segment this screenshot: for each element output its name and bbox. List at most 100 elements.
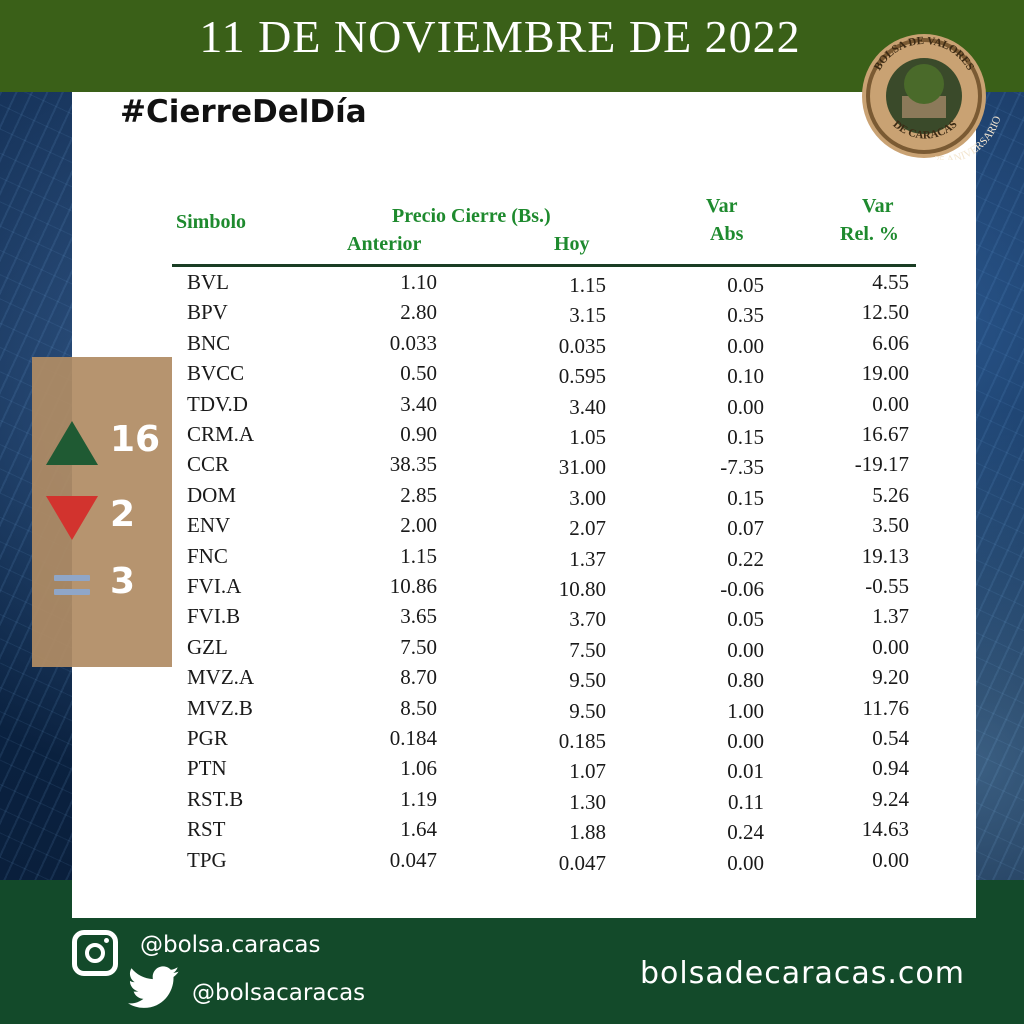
table-row: CCR 38.35 31.00 -7.35 -19.17 [0, 452, 1024, 482]
table-row: BPV 2.80 3.15 0.35 12.50 [0, 300, 1024, 330]
cell-var-rel: 19.00 [861, 361, 909, 386]
cell-previous: 10.86 [389, 574, 437, 598]
cell-previous: 2.00 [400, 513, 437, 538]
cell-previous: 7.50 [400, 634, 437, 659]
cell-previous: 0.90 [400, 422, 437, 446]
cell-previous: 2.85 [400, 482, 437, 507]
cell-previous: 1.10 [400, 270, 437, 294]
cell-var-abs: 0.35 [727, 303, 764, 328]
cell-today: 1.07 [569, 759, 606, 784]
table-row: FNC 1.15 1.37 0.22 19.13 [0, 544, 1024, 574]
table-row: FVI.A 10.86 10.80 -0.06 -0.55 [0, 574, 1024, 604]
cell-previous: 1.06 [400, 756, 437, 781]
header-band [0, 0, 1024, 92]
table-row: RST 1.64 1.88 0.24 14.63 [0, 817, 1024, 847]
stat-up-count: 16 [110, 419, 161, 460]
table-row: CRM.A 0.90 1.05 0.15 16.67 [0, 422, 1024, 452]
cell-today: 3.70 [569, 607, 606, 632]
stats-panel: 16 2 3 [32, 357, 172, 667]
cell-previous: 0.047 [389, 847, 437, 872]
cell-var-rel: 0.00 [872, 391, 909, 416]
header-var-rel-line1: Var [862, 195, 894, 217]
cell-var-rel: 14.63 [861, 817, 909, 842]
cell-symbol: TPG [187, 847, 227, 872]
cell-today: 9.50 [569, 668, 606, 693]
cell-var-rel: 6.06 [872, 330, 909, 355]
header-previous: Anterior [347, 233, 422, 255]
cell-previous: 1.19 [400, 786, 437, 811]
cell-today: 7.50 [569, 637, 606, 662]
cell-symbol: CRM.A [187, 422, 255, 446]
cell-var-rel: 0.54 [872, 726, 909, 750]
cell-var-abs: 0.00 [727, 729, 764, 753]
cell-symbol: DOM [187, 482, 237, 507]
cell-var-abs: 0.05 [727, 273, 764, 297]
stat-equal-row: 3 [32, 561, 172, 621]
cell-symbol: FVI.B [187, 604, 241, 629]
cell-previous: 0.50 [400, 361, 437, 386]
stat-down-row: 2 [32, 494, 172, 554]
table-row: BNC 0.033 0.035 0.00 6.06 [0, 331, 1024, 361]
cell-today: 0.185 [558, 729, 606, 753]
table-row: DOM 2.85 3.00 0.15 5.26 [0, 483, 1024, 513]
cell-symbol: BVL [187, 270, 229, 294]
instagram-icon[interactable] [72, 930, 118, 976]
table-row: PTN 1.06 1.07 0.01 0.94 [0, 756, 1024, 786]
cell-var-abs: 0.05 [727, 607, 764, 632]
equals-icon [54, 575, 90, 595]
triangle-up-icon [46, 421, 98, 465]
stat-down-count: 2 [110, 494, 136, 535]
cell-var-rel: 16.67 [861, 422, 909, 446]
table-card [72, 92, 976, 918]
cell-var-rel: 0.00 [872, 634, 909, 659]
cell-var-rel: 5.26 [872, 482, 909, 507]
cell-previous: 3.65 [400, 604, 437, 629]
twitter-handle[interactable]: @bolsacaracas [192, 980, 366, 1006]
cell-var-rel: 0.00 [872, 847, 909, 872]
header-var-abs-line2: Abs [710, 223, 744, 245]
table-row: PGR 0.184 0.185 0.00 0.54 [0, 726, 1024, 756]
table-row: FVI.B 3.65 3.70 0.05 1.37 [0, 604, 1024, 634]
cell-today: 10.80 [558, 577, 606, 601]
instagram-handle[interactable]: @bolsa.caracas [140, 932, 321, 958]
cell-var-abs: 0.15 [727, 485, 764, 510]
cell-symbol: TDV.D [187, 391, 248, 416]
table-row: BVL 1.10 1.15 0.05 4.55 [0, 270, 1024, 300]
header-var-rel-line2: Rel. % [840, 223, 899, 245]
cell-today: 1.30 [569, 789, 606, 814]
cell-symbol: BPV [187, 300, 228, 325]
cell-today: 31.00 [558, 455, 606, 480]
website-link[interactable]: bolsadecaracas.com [640, 956, 965, 991]
cell-symbol: BVCC [187, 361, 245, 386]
cell-var-abs: 0.00 [727, 850, 764, 875]
cell-symbol: CCR [187, 452, 230, 477]
twitter-icon[interactable] [128, 966, 180, 1010]
cell-var-rel: 11.76 [862, 695, 909, 720]
cell-symbol: RST.B [187, 786, 244, 811]
header-today: Hoy [554, 233, 590, 255]
cell-var-rel: 9.20 [872, 665, 909, 690]
cell-var-abs: 1.00 [727, 698, 764, 723]
table-row: TDV.D 3.40 3.40 0.00 0.00 [0, 392, 1024, 422]
cell-var-abs: 0.22 [727, 546, 764, 571]
bolsa-caracas-seal-logo: BOLSA DE VALORES DE CARACAS 75 ANIVERSAR… [862, 34, 1002, 160]
header-symbol: Simbolo [176, 211, 247, 233]
cell-symbol: FVI.A [187, 574, 242, 598]
cell-var-rel: -19.17 [854, 452, 909, 477]
stat-up-row: 16 [32, 419, 172, 479]
cell-previous: 8.70 [400, 665, 437, 690]
hashtag-title: #CierreDelDía [120, 94, 367, 130]
cell-previous: 0.033 [389, 330, 437, 355]
header-var-abs-line1: Var [706, 195, 738, 217]
cell-today: 0.035 [558, 333, 606, 358]
cell-var-abs: 0.00 [727, 394, 764, 419]
cell-previous: 3.40 [400, 391, 437, 416]
cell-var-rel: 0.94 [872, 756, 909, 781]
cell-var-abs: 0.15 [727, 425, 764, 449]
stat-equal-count: 3 [110, 561, 136, 602]
cell-today: 1.15 [569, 273, 606, 297]
header-price-group: Precio Cierre (Bs.) [392, 205, 551, 227]
table-row: RST.B 1.19 1.30 0.11 9.24 [0, 787, 1024, 817]
cell-today: 1.88 [569, 820, 606, 845]
cell-today: 0.047 [558, 850, 606, 875]
